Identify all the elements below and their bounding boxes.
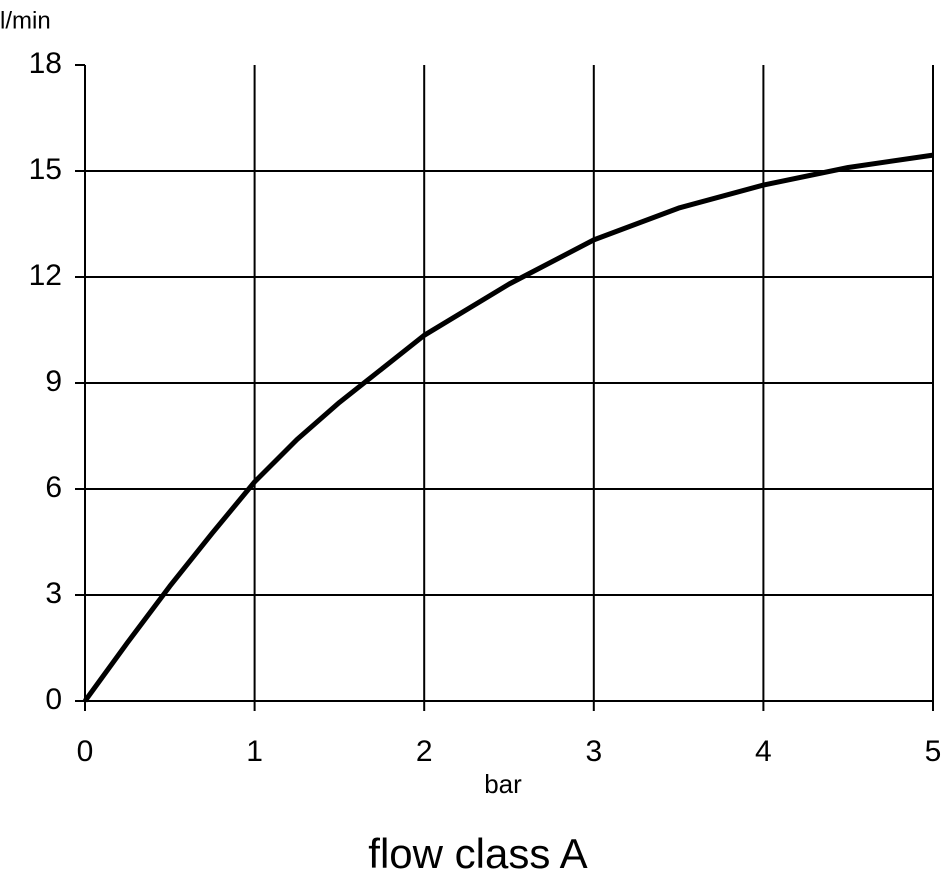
x-tick-label: 0 (77, 735, 94, 768)
x-axis-label: bar (484, 769, 522, 799)
chart-title: flow class A (368, 830, 587, 877)
y-tick-label: 3 (45, 577, 62, 610)
x-tick-label: 1 (246, 735, 263, 768)
y-tick-label: 9 (45, 365, 62, 398)
y-tick-label: 0 (45, 683, 62, 716)
x-tick-label: 3 (585, 735, 602, 768)
line-series (82, 152, 934, 703)
y-tick-label: 6 (45, 471, 62, 504)
y-tick-label: 15 (29, 153, 62, 186)
y-axis-label: l/min (0, 7, 51, 34)
x-tick-label: 2 (416, 735, 433, 768)
x-tick-label: 4 (755, 735, 772, 768)
y-tick-label: 18 (29, 47, 62, 80)
y-tick-label: 12 (29, 259, 62, 292)
x-tick-label: 5 (925, 735, 942, 768)
